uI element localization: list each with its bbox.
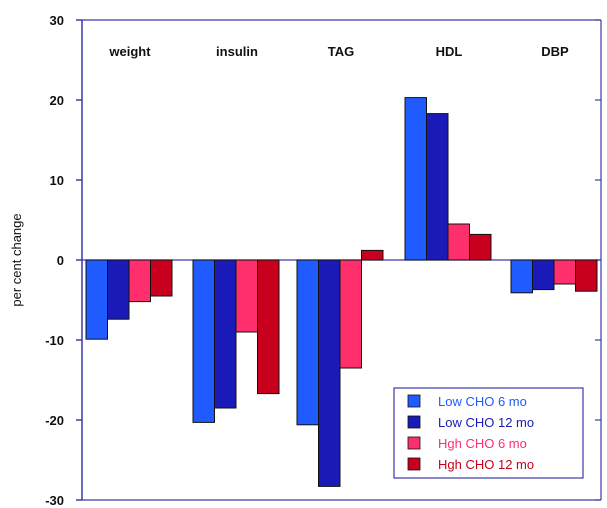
category-label-weight: weight (108, 44, 151, 59)
bar-hdl-series-3 (447, 223, 470, 261)
bar-weight-series-4 (150, 259, 173, 297)
legend-swatch (407, 457, 421, 471)
bar-dbp-series-1 (510, 259, 533, 294)
category-label-tag: TAG (328, 44, 354, 59)
bar-hdl-series-2 (426, 113, 449, 261)
y-tick-label: -30 (45, 493, 64, 508)
bars (85, 97, 598, 487)
bar-insulin-series-3 (235, 259, 258, 333)
y-tick-label: 10 (50, 173, 64, 188)
bar-dbp-series-2 (532, 259, 555, 291)
legend-swatch (407, 394, 421, 408)
y-axis-title-group: per cent change (9, 213, 24, 306)
legend-swatch (407, 436, 421, 450)
y-tick-label: 30 (50, 13, 64, 28)
category-labels: weight insulin TAG HDL DBP (108, 44, 569, 59)
bar-weight-series-2 (107, 259, 130, 320)
bar-hdl-series-1 (404, 97, 427, 261)
legend-label: Low CHO 12 mo (438, 415, 534, 430)
legend-swatch (407, 415, 421, 429)
category-label-dbp: DBP (541, 44, 569, 59)
y-tick-label: -20 (45, 413, 64, 428)
bar-tag-series-2 (318, 259, 341, 487)
legend-box (393, 387, 584, 479)
bar-tag-series-3 (339, 259, 362, 369)
bar-weight-series-1 (85, 259, 108, 340)
legend-label: Hgh CHO 6 mo (438, 436, 527, 451)
category-label-insulin: insulin (216, 44, 258, 59)
legend: Low CHO 6 mo Low CHO 12 mo Hgh CHO 6 mo Hgh… (393, 387, 584, 479)
y-axis: 30 20 10 0 -10 -20 -30 (45, 13, 601, 508)
bar-hdl-series-4 (469, 233, 492, 261)
category-label-hdl: HDL (436, 44, 463, 59)
legend-label: Low CHO 6 mo (438, 394, 527, 409)
legend-label: Hgh CHO 12 mo (438, 457, 534, 472)
y-tick-label: -10 (45, 333, 64, 348)
bar-insulin-series-4 (257, 259, 280, 395)
bar-dbp-series-3 (553, 259, 576, 285)
bar-insulin-series-1 (192, 259, 215, 423)
y-tick-label: 20 (50, 93, 64, 108)
y-axis-title: per cent change (9, 213, 24, 306)
y-tick-label: 0 (57, 253, 64, 268)
bar-dbp-series-4 (575, 259, 598, 292)
bar-insulin-series-2 (214, 259, 237, 409)
bar-tag-series-4 (361, 249, 384, 261)
bar-tag-series-1 (296, 259, 319, 426)
bar-weight-series-3 (128, 259, 151, 303)
